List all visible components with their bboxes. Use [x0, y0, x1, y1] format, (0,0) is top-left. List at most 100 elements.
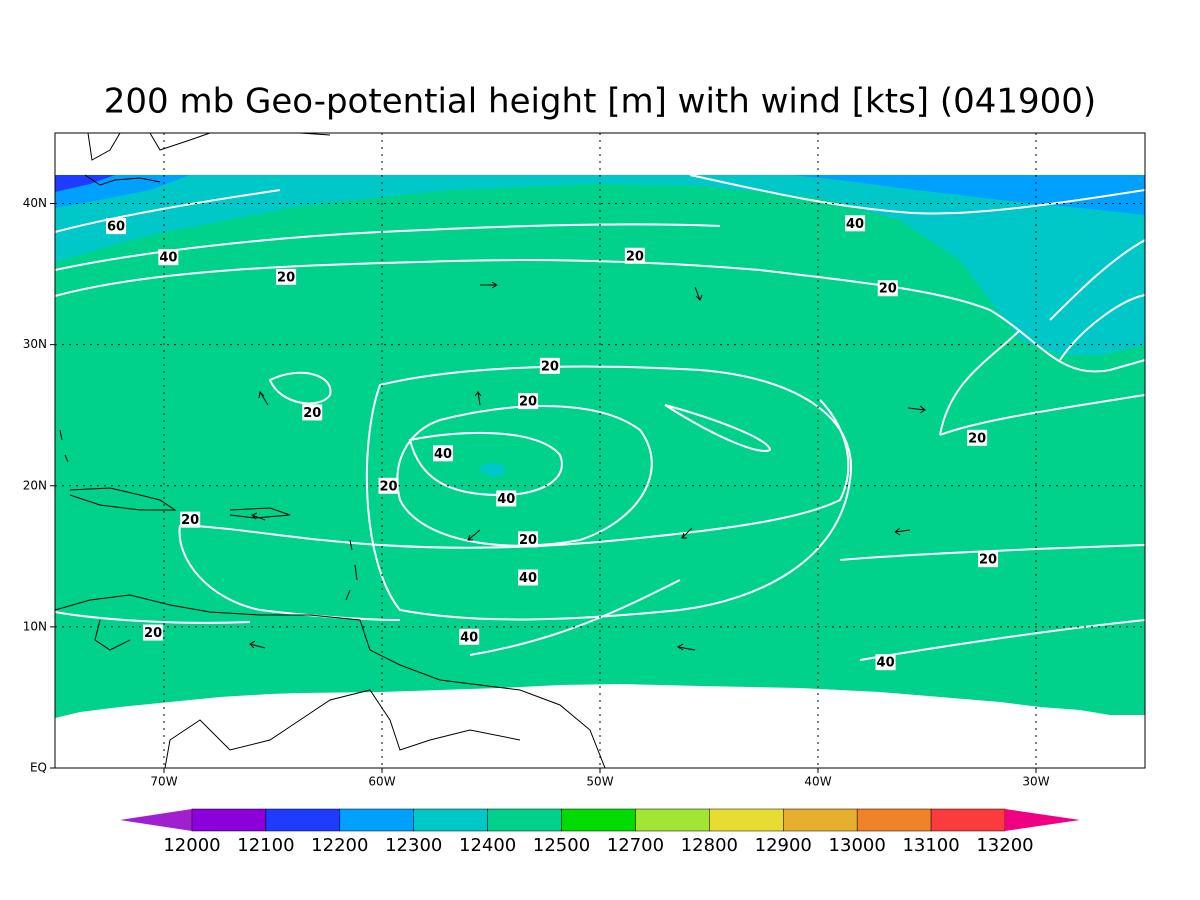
contour-label-box: [276, 268, 297, 285]
colorbar: 12000 12100 12200 12300 12400 12500 12700 12800…: [120, 808, 1080, 856]
colorbar-label: 13200: [976, 835, 1033, 856]
contour-label: 20: [379, 479, 397, 494]
colorbar-box: [265, 808, 341, 832]
labels: 70W 60W 50W 40W 30W EQ 10N 20N 30N 40N 60 40 20 20 40 2…: [23, 196, 1050, 788]
contour-label: 20: [277, 270, 295, 285]
colorbar-box: [635, 808, 710, 832]
x-tick-label: 50W: [586, 775, 613, 789]
shaded-fields: [55, 175, 1145, 718]
wind-vector: [474, 391, 482, 406]
contour-label: 20: [181, 513, 199, 528]
colorbar-box: [709, 808, 784, 832]
contour-label: 20: [519, 395, 537, 410]
contour-line: [408, 431, 563, 497]
contour-line: [365, 365, 853, 621]
contour-label: 20: [519, 533, 537, 548]
contour-label: 40: [497, 492, 515, 507]
coastline: [54, 594, 606, 769]
x-tick-label: 30W: [1022, 775, 1049, 789]
contour-line: [469, 579, 681, 656]
contour-line: [179, 399, 850, 549]
contour-label: 40: [877, 656, 895, 671]
wind-vector: [467, 529, 481, 541]
contour-label: 20: [968, 431, 986, 446]
y-tick-label: 30N: [23, 337, 47, 351]
contour-label: 20: [144, 626, 162, 641]
y-tick-label: 40N: [23, 196, 47, 210]
contour-line: [939, 329, 1146, 436]
contour-label: 40: [846, 217, 864, 232]
contour-label-box: [496, 490, 517, 507]
colorbar-box: [561, 808, 636, 832]
colorbar-label: 12200: [311, 835, 368, 856]
map-frame: [54, 132, 1146, 769]
contour-label-box: [967, 429, 988, 446]
contour-label-box: [518, 393, 539, 410]
colorbar-label: 12800: [681, 835, 738, 856]
contour-label-box: [378, 477, 399, 494]
contour-lines: [54, 174, 1146, 661]
y-tick-label: 10N: [23, 619, 47, 633]
colorbar-box: [413, 808, 488, 832]
colorbar-label: 12900: [755, 835, 812, 856]
colorbar-box: [783, 808, 858, 832]
contour-line: [54, 223, 721, 271]
contour-label: 20: [879, 282, 897, 297]
field-12100: [55, 175, 115, 192]
wind-vector: [677, 643, 696, 651]
contour-label-box: [845, 215, 866, 232]
contour-line: [689, 174, 1146, 215]
colorbar-box: [487, 808, 562, 832]
contour-label: 40: [434, 447, 452, 462]
contour-label: 40: [159, 251, 177, 266]
contour-label-box: [875, 654, 896, 671]
coastline: [59, 429, 358, 601]
contour-label: 20: [626, 249, 644, 264]
colorbar-high-triangle: [1005, 809, 1080, 831]
contour-label: 20: [541, 359, 559, 374]
contour-label-box: [518, 569, 539, 586]
colorbar-box: [930, 808, 1006, 832]
contour-label-box: [459, 628, 480, 645]
wind-vector: [894, 527, 911, 536]
colorbar-label: 12700: [607, 835, 664, 856]
contour-line: [664, 404, 772, 452]
contour-label: 20: [979, 553, 997, 568]
contour-label: 40: [460, 630, 478, 645]
x-tick-label: 40W: [804, 775, 831, 789]
colorbar-label: 12500: [533, 835, 590, 856]
wind-vector: [258, 390, 269, 406]
wind-vectors: [249, 281, 926, 651]
contour-label-box: [158, 249, 179, 266]
y-tick-label: EQ: [30, 761, 47, 775]
coastline: [84, 132, 331, 186]
colorbar-label: 12400: [459, 835, 516, 856]
contour-label-box: [624, 247, 645, 264]
contour-label-box: [106, 218, 127, 235]
x-tick-label: 70W: [150, 775, 177, 789]
wind-vector: [694, 286, 703, 301]
contour-line: [268, 371, 332, 405]
wind-vector: [907, 405, 926, 414]
grid: [50, 133, 1145, 773]
contour-line: [54, 189, 281, 233]
contour-label-box: [978, 551, 999, 568]
field-12400: [55, 175, 1145, 718]
contour-label-box: [877, 280, 898, 297]
contour-label-box: [302, 404, 323, 421]
colorbar-label: 12000: [163, 835, 220, 856]
colorbar-label: 12100: [237, 835, 294, 856]
y-tick-label: 20N: [23, 478, 47, 492]
coastlines: [54, 132, 606, 769]
x-tick-label: 60W: [368, 775, 395, 789]
colorbar-label: 13100: [902, 835, 959, 856]
wind-vector: [681, 527, 693, 539]
field-12200: [55, 175, 1145, 215]
chart-title: 200 mb Geo-potential height [m] with win…: [104, 82, 1096, 122]
contour-label-box: [433, 445, 454, 462]
contour-label-box: [539, 357, 560, 374]
colorbar-box: [339, 808, 414, 832]
colorbar-label: 12300: [385, 835, 442, 856]
coastline: [69, 487, 291, 519]
colorbar-low-triangle: [120, 809, 192, 831]
